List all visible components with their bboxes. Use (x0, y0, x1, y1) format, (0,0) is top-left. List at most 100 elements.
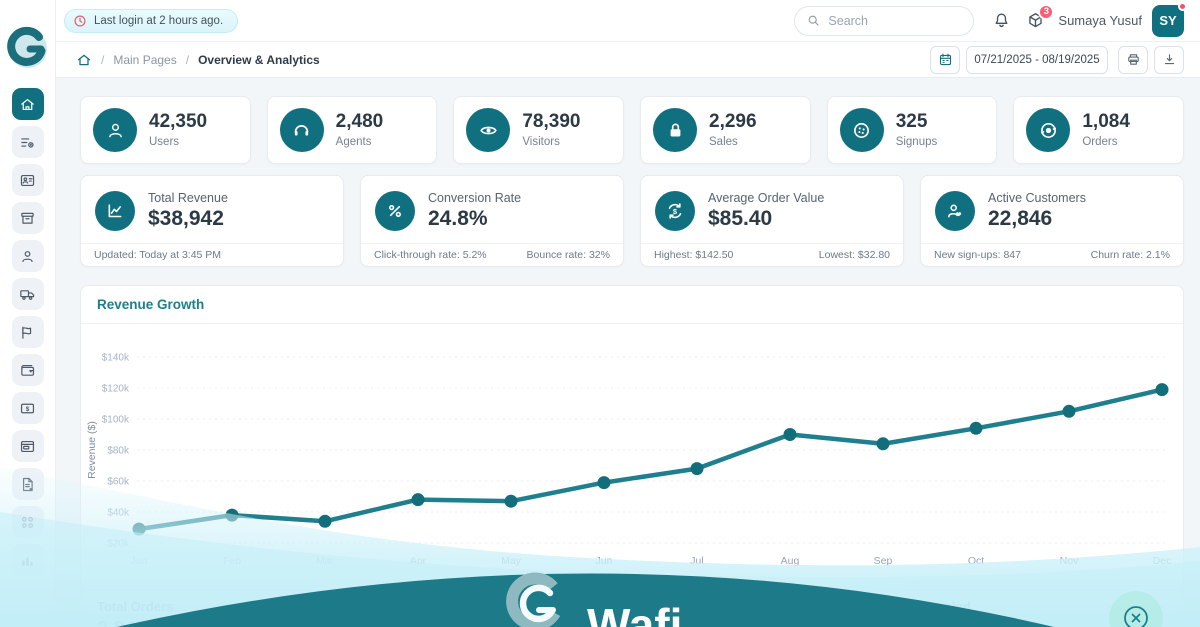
stat-value: 1,084 (1082, 111, 1130, 133)
metric-card-conversion-rate: Conversion Rate 24.8% Click-through rate: … (360, 175, 624, 267)
packages-button[interactable]: 3 (1018, 3, 1055, 38)
dollar-cycle-icon: $ (655, 191, 695, 231)
sidebar-item-billing[interactable] (11, 430, 44, 462)
sidebar-nav: $ (0, 88, 55, 576)
svg-text:Feb: Feb (223, 555, 241, 567)
sidebar-item-apps[interactable] (11, 506, 44, 538)
stat-label: Sales (709, 135, 738, 148)
svg-text:$60k: $60k (107, 477, 130, 488)
metric-footer-right: Lowest: $32.80 (818, 249, 890, 261)
search-input[interactable]: Search (794, 5, 975, 36)
svg-text:Nov: Nov (1060, 555, 1079, 567)
metric-card-average-order-value: $ Average Order Value $85.40 Highest: $142.… (640, 175, 904, 267)
svg-text:$140k: $140k (102, 353, 130, 364)
stat-cards-row: 42,350 Users 2,480 Agents 78,390 Visitors 2,29… (80, 96, 1185, 164)
wallet-icon (19, 362, 36, 379)
sidebar: $ (0, 0, 56, 627)
chart-title: Revenue Growth (81, 286, 1183, 324)
avatar[interactable]: SY (1152, 1, 1187, 37)
bottom-card-title: Total Orders (97, 599, 174, 614)
invoice-icon (19, 476, 36, 493)
svg-text:$: $ (673, 207, 678, 216)
bottom-cards-row: Total Orders 2,847 Canceled (80, 586, 1184, 627)
sidebar-item-wallet[interactable] (11, 354, 44, 386)
breadcrumb-bar: / Main Pages / Overview & Analytics 07/2… (56, 42, 1200, 78)
svg-text:Jul: Jul (690, 555, 703, 567)
svg-text:$100k: $100k (102, 415, 130, 426)
svg-text:$120k: $120k (102, 384, 130, 395)
browser-card-icon (19, 438, 36, 455)
svg-text:$: $ (26, 406, 30, 413)
svg-text:Jan: Jan (131, 555, 148, 567)
stat-card-signups: 325 Signups (826, 96, 998, 164)
id-card-icon (19, 172, 36, 189)
calendar-icon (939, 53, 951, 66)
search-icon (809, 15, 820, 26)
truck-icon (19, 286, 36, 303)
sidebar-item-dashboard[interactable] (11, 88, 44, 120)
revenue-growth-card: Revenue Growth $20k $40k $60k $80k $100k $120… (80, 285, 1184, 627)
money-icon: $ (19, 400, 36, 417)
sidebar-item-invoices[interactable] (11, 468, 44, 500)
last-login-text: Last login at 2 hours ago. (94, 14, 224, 27)
headset-icon (279, 108, 324, 152)
notifications-button[interactable] (984, 4, 1018, 38)
metric-title: Total Revenue (148, 191, 228, 205)
sidebar-item-shipping[interactable] (11, 278, 44, 310)
svg-text:$40k: $40k (107, 508, 130, 519)
calendar-button[interactable] (930, 45, 960, 74)
notification-count-badge: 3 (1038, 3, 1055, 20)
bell-icon (995, 13, 1008, 28)
metric-footer-right: Churn rate: 2.1% (1090, 249, 1170, 261)
home-icon (78, 54, 90, 65)
svg-text:Jun: Jun (596, 555, 613, 567)
metric-footer-left: New sign-ups: 847 (934, 249, 1021, 261)
svg-text:Aug: Aug (781, 555, 800, 567)
stat-label: Visitors (522, 135, 560, 148)
print-button[interactable] (1118, 45, 1148, 74)
sidebar-item-contacts[interactable] (11, 164, 44, 196)
lock-icon (653, 108, 698, 152)
metric-footer-left: Click-through rate: 5.2% (374, 249, 487, 261)
user-icon (93, 108, 137, 152)
stat-value: 2,296 (709, 111, 757, 133)
metric-footer-left: Updated: Today at 3:45 PM (94, 249, 222, 261)
export-button[interactable] (1154, 45, 1184, 74)
dismiss-banner-button[interactable] (1108, 590, 1164, 627)
sidebar-item-inventory[interactable] (11, 202, 44, 234)
metric-value: $85.40 (708, 207, 773, 230)
breadcrumb-separator: / (185, 52, 190, 67)
page-toolbar: 07/21/2025 - 08/19/2025 (930, 45, 1184, 74)
cookie-icon (839, 108, 884, 152)
last-login-pill: Last login at 2 hours ago. (64, 8, 239, 33)
date-range-field[interactable]: 07/21/2025 - 08/19/2025 (966, 45, 1108, 74)
bottom-card (348, 586, 880, 627)
sidebar-item-campaigns[interactable] (11, 316, 44, 348)
list-settings-icon (19, 134, 36, 151)
target-icon (1026, 108, 1071, 152)
home-icon (19, 96, 36, 113)
metric-card-active-customers: Active Customers 22,846 New sign-ups: 847 C… (920, 175, 1184, 267)
apps-grid-icon (19, 514, 36, 531)
user-icon (19, 248, 36, 265)
stat-card-users: 42,350 Users (80, 96, 251, 164)
stat-card-agents: 2,480 Agents (266, 96, 438, 164)
svg-text:$80k: $80k (107, 446, 130, 457)
sidebar-item-customers[interactable] (11, 240, 44, 272)
topbar: Last login at 2 hours ago. Search 3 Suma… (56, 0, 1200, 42)
eye-icon (466, 108, 511, 152)
metric-value: $38,942 (148, 207, 224, 230)
archive-icon (19, 210, 36, 227)
online-status-dot (1178, 1, 1187, 11)
user-name: Sumaya Yusuf (1058, 13, 1142, 28)
svg-text:$20k: $20k (107, 539, 130, 550)
search-placeholder: Search (828, 13, 869, 28)
stat-label: Agents (335, 135, 372, 148)
stat-value: 42,350 (149, 111, 208, 133)
breadcrumb-section[interactable]: Main Pages (113, 52, 177, 67)
sidebar-item-payments[interactable]: $ (11, 392, 44, 424)
breadcrumb-home-link[interactable] (76, 52, 92, 68)
sidebar-item-tasks[interactable] (11, 126, 44, 158)
sidebar-item-reports[interactable] (11, 544, 44, 576)
svg-text:May: May (501, 555, 522, 567)
